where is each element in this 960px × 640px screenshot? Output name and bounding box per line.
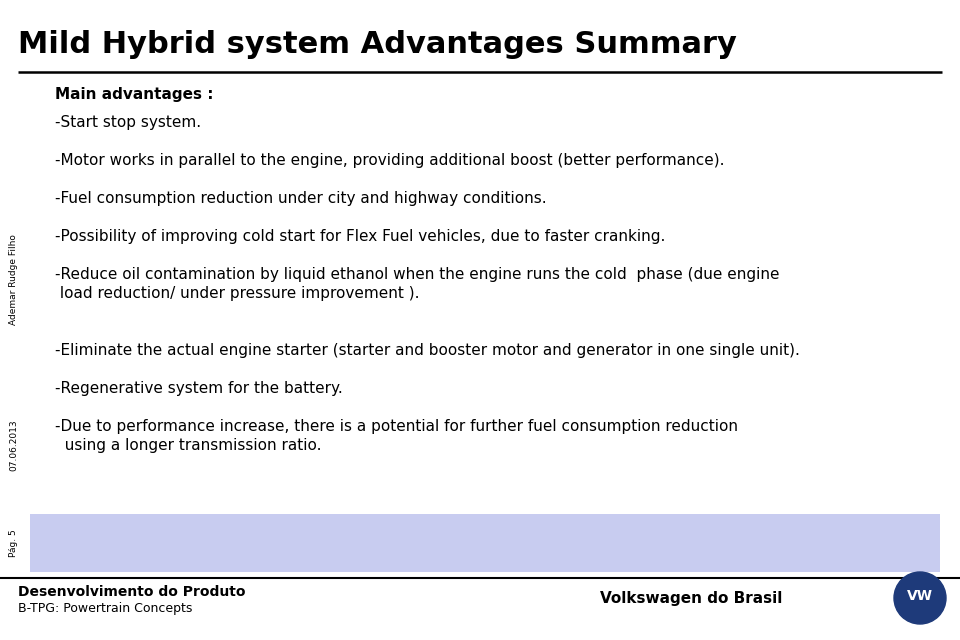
- Text: -Motor works in parallel to the engine, providing additional boost (better perfo: -Motor works in parallel to the engine, …: [55, 153, 725, 168]
- Text: VW: VW: [907, 589, 933, 603]
- Text: -Due to performance increase, there is a potential for further fuel consumption : -Due to performance increase, there is a…: [55, 419, 738, 453]
- Text: Volkswagen do Brasil: Volkswagen do Brasil: [600, 591, 782, 605]
- Text: -Reduce oil contamination by liquid ethanol when the engine runs the cold  phase: -Reduce oil contamination by liquid etha…: [55, 267, 780, 301]
- Text: -Eliminate the actual engine starter (starter and booster motor and generator in: -Eliminate the actual engine starter (st…: [55, 343, 800, 358]
- Text: Mild Hybrid system Advantages Summary: Mild Hybrid system Advantages Summary: [18, 30, 737, 59]
- Bar: [30, 514, 940, 572]
- Text: -Possibility of improving cold start for Flex Fuel vehicles, due to faster crank: -Possibility of improving cold start for…: [55, 229, 665, 244]
- Text: Desenvolvimento do Produto: Desenvolvimento do Produto: [18, 585, 246, 599]
- Text: -Fuel consumption reduction under city and highway conditions.: -Fuel consumption reduction under city a…: [55, 191, 546, 206]
- Text: -Start stop system.: -Start stop system.: [55, 115, 202, 130]
- Circle shape: [894, 572, 946, 624]
- Circle shape: [898, 576, 942, 620]
- Text: B-TPG: Powertrain Concepts: B-TPG: Powertrain Concepts: [18, 602, 192, 615]
- Text: Main advantages :: Main advantages :: [55, 87, 213, 102]
- Text: 07.06.2013: 07.06.2013: [10, 419, 18, 471]
- Text: Ademar Rudge Filho: Ademar Rudge Filho: [10, 235, 18, 325]
- Text: -Regenerative system for the battery.: -Regenerative system for the battery.: [55, 381, 343, 396]
- Text: Pág. 5: Pág. 5: [10, 529, 18, 557]
